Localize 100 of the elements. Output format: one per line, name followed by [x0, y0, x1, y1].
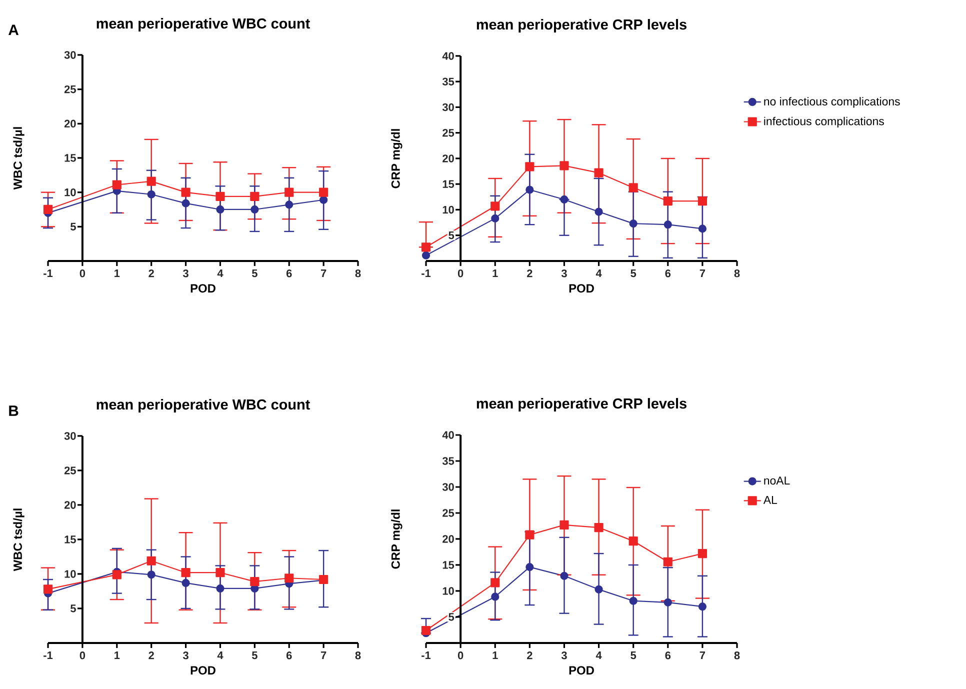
- x-tick-label: 6: [665, 270, 671, 278]
- x-tick-label: 0: [458, 652, 464, 660]
- x-tick-label: 4: [596, 270, 602, 278]
- chart-title: mean perioperative WBC count: [96, 399, 310, 412]
- y-tick-label: 10: [64, 188, 76, 196]
- y-tick-label: 25: [64, 466, 76, 474]
- y-tick-label: 20: [442, 535, 454, 543]
- y-tick-label: 10: [442, 206, 454, 214]
- point: [490, 202, 500, 211]
- y-tick-label: 5: [70, 604, 76, 612]
- point: [628, 183, 638, 192]
- y-tick-label: 20: [442, 154, 454, 162]
- point: [43, 584, 53, 594]
- y-tick-label: 5: [448, 232, 454, 240]
- point: [250, 205, 259, 214]
- y-tick-label: 30: [442, 103, 454, 112]
- x-tick-label: 0: [80, 270, 86, 278]
- x-tick-label: -1: [44, 652, 53, 660]
- x-tick-label: 3: [561, 652, 567, 660]
- point: [250, 192, 260, 201]
- x-tick-label: 6: [286, 270, 292, 278]
- point: [146, 176, 156, 186]
- point: [216, 584, 224, 593]
- point: [147, 190, 156, 198]
- point: [43, 204, 53, 214]
- point: [664, 598, 672, 606]
- text: A: [8, 24, 19, 35]
- legend-label: AL: [763, 496, 778, 504]
- y-tick-label: 35: [442, 457, 454, 465]
- x-axis-title: POD: [190, 284, 216, 293]
- y-tick-label: 10: [64, 570, 76, 578]
- legend-label: no infectious complications: [764, 97, 900, 108]
- point: [560, 572, 568, 580]
- x-tick-label: 7: [320, 652, 326, 660]
- point: [319, 188, 328, 197]
- text: B: [9, 406, 18, 416]
- y-tick-label: 5: [70, 222, 76, 230]
- point: [664, 220, 672, 229]
- x-tick-label: 1: [492, 652, 498, 660]
- point: [628, 536, 638, 546]
- legend-label: noAL: [764, 476, 790, 485]
- point: [112, 570, 122, 580]
- x-tick-label: 2: [527, 270, 532, 278]
- x-tick-label: 5: [630, 652, 636, 660]
- point: [182, 199, 190, 208]
- x-tick-label: 0: [80, 652, 86, 660]
- point: [594, 208, 603, 216]
- y-tick-label: 15: [64, 536, 76, 544]
- x-tick-label: 3: [182, 652, 188, 660]
- point: [663, 196, 672, 206]
- point: [182, 578, 190, 588]
- point: [698, 224, 706, 233]
- x-tick-label: 2: [148, 652, 154, 660]
- y-tick-label: 5: [448, 613, 454, 621]
- point: [560, 520, 569, 530]
- point: [421, 626, 431, 636]
- point: [526, 186, 534, 194]
- point: [525, 530, 534, 540]
- point: [181, 568, 190, 578]
- x-tick-label: 2: [527, 652, 532, 660]
- point: [422, 251, 430, 260]
- y-tick-label: 20: [64, 501, 76, 509]
- y-axis-title: CRP mg/dl: [391, 129, 402, 188]
- point: [698, 196, 707, 206]
- point: [216, 205, 224, 214]
- x-tick-label: 2: [148, 270, 154, 278]
- y-tick-label: 25: [64, 85, 76, 94]
- point: [594, 168, 604, 178]
- y-tick-label: 25: [442, 509, 454, 517]
- y-tick-label: 15: [442, 180, 454, 188]
- y-tick-label: 20: [64, 120, 76, 128]
- chart-title: mean perioperative WBC count: [96, 18, 310, 32]
- x-tick-label: 3: [561, 270, 567, 278]
- x-tick-label: -1: [422, 270, 431, 278]
- y-tick-label: 40: [442, 431, 454, 439]
- point: [594, 522, 604, 532]
- x-tick-label: 8: [734, 652, 740, 660]
- point: [490, 578, 500, 588]
- x-tick-label: 1: [114, 652, 120, 660]
- point: [560, 161, 569, 170]
- y-tick-label: 30: [64, 432, 76, 440]
- x-tick-label: 0: [458, 270, 464, 278]
- point: [698, 548, 707, 558]
- point: [560, 195, 568, 204]
- x-tick-label: 1: [114, 270, 120, 278]
- x-tick-label: 4: [217, 270, 224, 278]
- point: [112, 180, 122, 190]
- y-tick-label: 10: [442, 587, 454, 595]
- point: [491, 592, 500, 601]
- x-tick-label: -1: [44, 270, 53, 278]
- y-tick-label: 15: [442, 561, 454, 569]
- chart-title: mean perioperative CRP levels: [476, 19, 686, 32]
- x-tick-label: 4: [596, 652, 602, 660]
- point: [181, 188, 190, 197]
- y-tick-label: 25: [442, 128, 454, 137]
- x-axis-title: POD: [569, 284, 594, 293]
- point: [320, 196, 328, 204]
- point: [285, 200, 294, 209]
- x-tick-label: 5: [252, 270, 258, 278]
- y-tick-label: 15: [64, 154, 76, 162]
